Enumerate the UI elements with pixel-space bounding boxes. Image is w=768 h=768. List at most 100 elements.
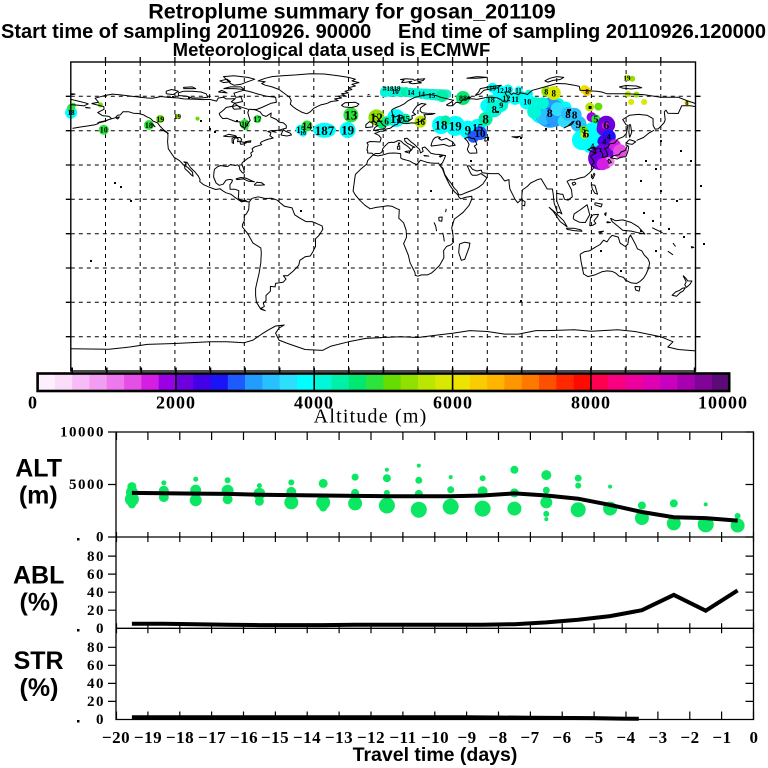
svg-text:18: 18 (145, 121, 153, 130)
svg-text:−11: −11 (389, 728, 416, 747)
svg-text:6: 6 (603, 118, 609, 132)
svg-text:Retroplume summary for gosan_2: Retroplume summary for gosan_201109 (148, 0, 556, 24)
svg-text:20: 20 (87, 694, 105, 710)
svg-text:−6: −6 (552, 728, 571, 747)
svg-text:13: 13 (344, 108, 358, 123)
svg-text:8: 8 (482, 112, 489, 127)
svg-text:40: 40 (87, 585, 105, 601)
svg-text:0: 0 (28, 393, 38, 413)
svg-text:11: 11 (515, 87, 522, 95)
svg-text:14: 14 (302, 122, 312, 133)
svg-text:Start time of sampling 2011092: Start time of sampling 20110926. 90000 (1, 21, 371, 43)
svg-text:ABL: ABL (13, 561, 64, 589)
svg-text:17: 17 (253, 115, 261, 124)
svg-text:−16: −16 (230, 728, 258, 747)
svg-text:−7: −7 (520, 728, 539, 747)
svg-text:88: 88 (459, 94, 467, 103)
svg-text:−9: −9 (457, 728, 476, 747)
svg-text:10: 10 (300, 131, 306, 137)
svg-text:11: 11 (511, 95, 519, 104)
svg-text:−20: −20 (102, 728, 130, 747)
svg-text:8: 8 (544, 87, 548, 96)
svg-text:Altitude (m): Altitude (m) (314, 406, 428, 428)
svg-text:10000: 10000 (698, 393, 748, 413)
svg-text:12: 12 (497, 87, 505, 95)
svg-text:10: 10 (392, 88, 400, 96)
svg-text:18: 18 (505, 86, 513, 94)
svg-text:10000: 10000 (60, 425, 105, 441)
svg-text:18: 18 (435, 118, 449, 133)
svg-text:9: 9 (465, 122, 472, 137)
svg-text:15: 15 (402, 115, 410, 124)
svg-text:187: 187 (315, 123, 335, 138)
svg-text:0: 0 (750, 728, 759, 747)
svg-text:ALT: ALT (15, 455, 62, 483)
svg-text:4: 4 (593, 147, 597, 156)
svg-text:5: 5 (582, 126, 586, 135)
svg-text:#1819: #1819 (383, 85, 401, 93)
svg-text:14: 14 (418, 91, 426, 99)
svg-text:STR: STR (14, 647, 64, 675)
svg-text:−17: −17 (198, 728, 226, 747)
svg-text:8: 8 (565, 109, 571, 121)
svg-text:19: 19 (156, 115, 164, 124)
svg-text:0: 0 (96, 530, 105, 546)
svg-text:40: 40 (87, 676, 105, 692)
svg-text:19: 19 (449, 119, 463, 134)
svg-text:−1: −1 (712, 728, 731, 747)
svg-text:−18: −18 (166, 728, 194, 747)
svg-text:4: 4 (607, 133, 611, 142)
svg-text:16: 16 (241, 121, 249, 129)
svg-text:10: 10 (100, 126, 108, 135)
svg-text:18: 18 (487, 96, 495, 105)
svg-text:End time of sampling 20110926.: End time of sampling 20110926.120000 (398, 21, 766, 43)
svg-text:19: 19 (624, 75, 632, 83)
svg-text:(%): (%) (20, 588, 59, 616)
svg-text:−4: −4 (616, 728, 635, 747)
svg-text:15: 15 (472, 122, 484, 134)
svg-text:8: 8 (685, 101, 688, 107)
svg-text:19: 19 (341, 123, 355, 138)
svg-text:5: 5 (593, 115, 598, 126)
svg-text:0: 0 (96, 712, 105, 728)
svg-text:9: 9 (499, 101, 503, 110)
svg-text:60: 60 (87, 567, 105, 583)
svg-text:8: 8 (583, 132, 587, 140)
svg-text:−15: −15 (261, 728, 289, 747)
svg-text:80: 80 (87, 640, 105, 656)
svg-text:80: 80 (87, 549, 105, 565)
svg-text:14: 14 (407, 89, 415, 97)
svg-text:8: 8 (585, 88, 589, 96)
svg-text:−12: −12 (357, 728, 385, 747)
svg-text:8000: 8000 (571, 393, 611, 413)
svg-text:(m): (m) (19, 482, 58, 510)
svg-text:−2: −2 (680, 728, 699, 747)
svg-text:−8: −8 (488, 728, 507, 747)
svg-text:12: 12 (502, 94, 510, 103)
svg-text:−3: −3 (648, 728, 667, 747)
svg-text:16: 16 (416, 117, 426, 127)
svg-text:60: 60 (87, 658, 105, 674)
svg-text:0: 0 (96, 621, 105, 637)
svg-text:Meteorological data used is EC: Meteorological data used is ECMWF (173, 39, 491, 60)
svg-text:15: 15 (428, 92, 436, 100)
svg-text:Travel time (days): Travel time (days) (353, 744, 518, 766)
svg-text:9: 9 (575, 117, 581, 131)
svg-text:20: 20 (87, 603, 105, 619)
svg-text:10: 10 (523, 97, 531, 106)
svg-text:8: 8 (572, 110, 578, 122)
svg-text:8: 8 (492, 105, 497, 116)
svg-text:(%): (%) (20, 674, 59, 702)
svg-text:10: 10 (475, 128, 487, 140)
svg-text:15: 15 (296, 125, 306, 135)
svg-text:4: 4 (602, 138, 606, 147)
svg-text:8: 8 (547, 106, 553, 120)
svg-text:5000: 5000 (69, 477, 105, 493)
svg-text:6: 6 (583, 127, 589, 141)
svg-text:2000: 2000 (156, 393, 196, 413)
svg-text:6000: 6000 (433, 393, 473, 413)
svg-text:8: 8 (552, 88, 557, 98)
svg-text:4000: 4000 (294, 393, 334, 413)
svg-text:−14: −14 (293, 728, 321, 747)
svg-text:6: 6 (384, 117, 389, 127)
